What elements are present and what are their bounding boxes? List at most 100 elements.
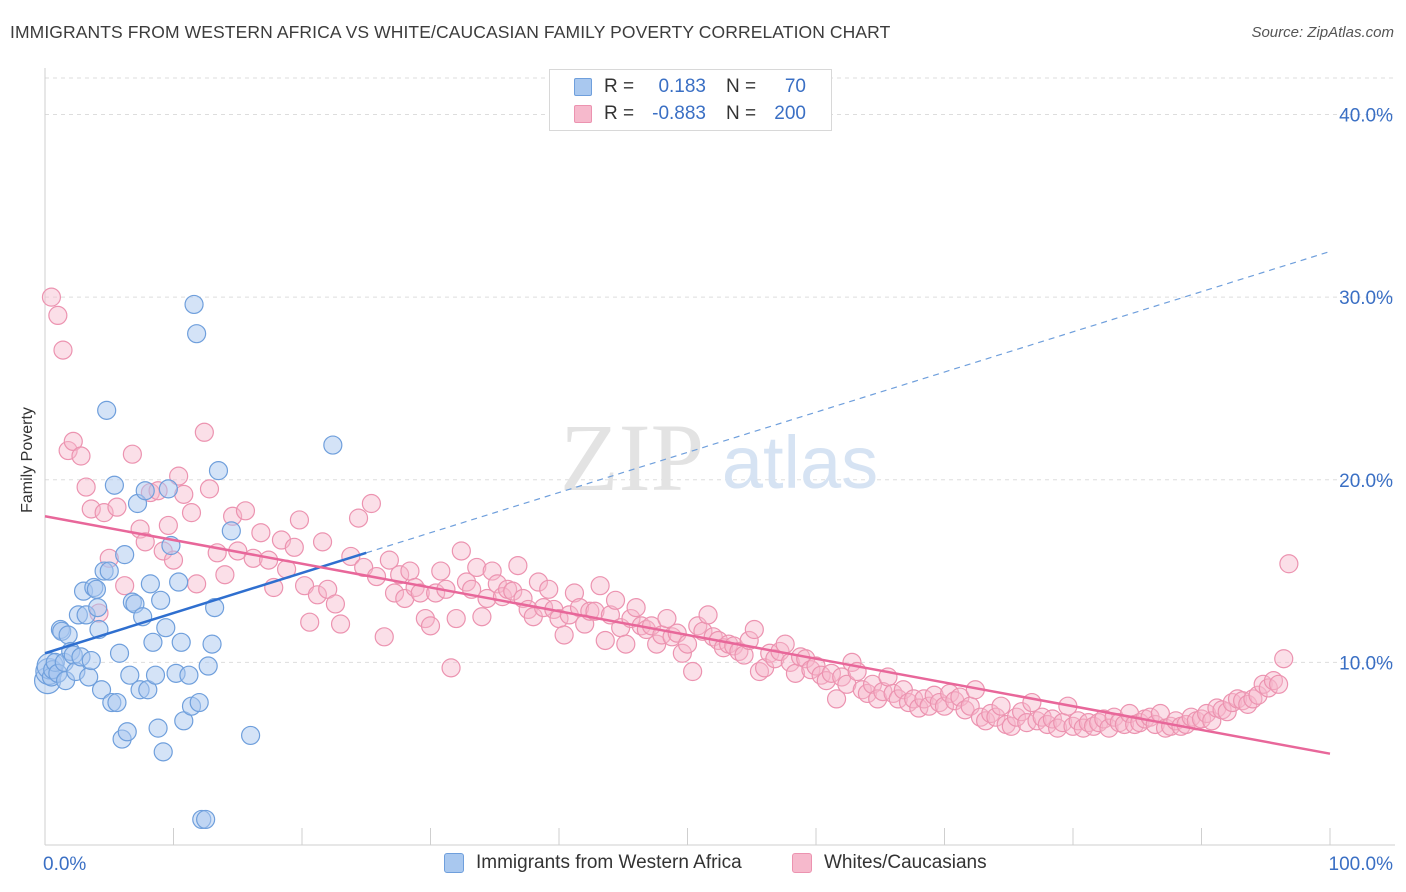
data-point-whites <box>1001 716 1021 736</box>
data-point-whites <box>605 590 626 610</box>
data-point-whites <box>284 537 304 557</box>
legend-r-value: -0.883 <box>652 103 706 124</box>
data-point-whites <box>1027 711 1047 731</box>
grid-lines <box>45 77 1395 663</box>
data-point-western-africa <box>135 481 155 501</box>
legend-n-label: N = <box>726 103 757 124</box>
trend-line-western-africa-extension <box>366 250 1331 554</box>
legend-item-whites[interactable]: Whites/Caucasians <box>792 852 987 874</box>
data-point-western-africa <box>97 400 117 420</box>
data-point-whites <box>472 607 492 627</box>
data-point-whites <box>400 561 420 581</box>
tick-labels: 10.0% 20.0% 30.0% 40.0% 0.0% 100.0% <box>43 106 1393 875</box>
data-point-western-africa <box>151 590 171 610</box>
legend-r-label: R = <box>604 103 635 124</box>
data-point-whites <box>508 555 528 576</box>
y-tick-label: 40.0% <box>1339 106 1393 127</box>
data-point-whites <box>677 634 698 654</box>
data-point-western-africa <box>143 632 163 652</box>
data-point-western-africa <box>187 324 207 344</box>
data-point-whites <box>410 583 430 603</box>
data-point-whites <box>564 583 585 603</box>
legend-label: Whites/Caucasians <box>824 852 987 873</box>
legend-label: Immigrants from Western Africa <box>476 852 742 873</box>
y-tick-label: 10.0% <box>1339 653 1393 674</box>
data-point-whites <box>1217 702 1237 722</box>
data-point-whites <box>379 550 399 570</box>
series-whites-points <box>41 287 1299 738</box>
data-point-whites <box>348 508 369 528</box>
data-point-whites <box>374 627 394 647</box>
data-point-whites <box>775 634 795 654</box>
data-point-whites <box>616 634 636 654</box>
correlation-legend: R = 0.183 N = 70 R = -0.883 N = 200 <box>549 69 832 131</box>
data-point-whites <box>1263 671 1284 691</box>
data-point-western-africa <box>86 579 107 599</box>
data-point-whites <box>991 696 1011 716</box>
data-point-whites <box>1268 674 1289 694</box>
legend-n-label: N = <box>726 76 757 97</box>
data-point-whites <box>441 658 461 678</box>
data-point-whites <box>647 634 667 654</box>
data-point-western-africa <box>241 725 261 746</box>
data-point-whites <box>71 446 91 466</box>
data-point-whites <box>539 579 559 599</box>
data-point-western-africa <box>120 665 140 685</box>
legend-n-value: 70 <box>784 76 806 97</box>
data-point-whites <box>986 707 1006 727</box>
data-point-whites <box>300 612 320 632</box>
series-legend: Immigrants from Western Africa Whites/Ca… <box>0 852 1406 878</box>
data-point-western-africa <box>115 545 135 565</box>
data-point-whites <box>821 663 842 683</box>
data-point-whites <box>528 572 549 592</box>
legend-swatch-blue <box>574 78 592 96</box>
data-point-whites <box>1042 709 1063 729</box>
data-point-whites <box>431 561 451 581</box>
data-point-whites <box>312 532 333 552</box>
data-point-whites <box>1099 718 1119 738</box>
data-point-whites <box>1078 713 1099 733</box>
data-point-western-africa <box>104 475 124 495</box>
data-point-whites <box>384 583 405 603</box>
data-point-whites <box>554 625 574 645</box>
data-point-western-africa <box>145 665 166 685</box>
data-point-whites <box>53 340 73 360</box>
data-point-western-africa <box>198 656 218 676</box>
legend-row-whites: R = -0.883 N = 200 <box>574 102 806 126</box>
data-point-whites <box>852 680 872 700</box>
data-point-whites <box>595 630 615 651</box>
data-point-whites <box>115 576 135 596</box>
legend-item-western-africa[interactable]: Immigrants from Western Africa <box>444 852 742 874</box>
data-point-whites <box>888 689 908 709</box>
data-point-whites <box>41 287 62 307</box>
legend-row-western-africa: R = 0.183 N = 70 <box>574 75 806 99</box>
data-point-whites <box>451 541 471 561</box>
data-point-western-africa <box>148 718 168 738</box>
data-point-whites <box>1248 685 1268 705</box>
legend-swatch-blue <box>444 853 464 873</box>
data-point-whites <box>898 692 919 713</box>
data-point-western-africa <box>169 572 189 592</box>
y-axis-label: Family Poverty <box>19 407 36 513</box>
data-point-western-africa <box>205 597 225 618</box>
data-point-whites <box>81 499 101 519</box>
data-point-whites <box>187 574 207 594</box>
data-point-western-africa <box>109 643 130 663</box>
y-tick-label: 20.0% <box>1339 471 1393 492</box>
y-tick-label: 30.0% <box>1339 288 1393 309</box>
data-point-western-africa <box>88 597 108 618</box>
data-point-whites <box>657 608 677 629</box>
data-point-whites <box>420 616 441 636</box>
data-point-whites <box>1253 674 1273 694</box>
data-point-whites <box>749 661 770 682</box>
data-point-western-africa <box>153 742 173 762</box>
data-point-western-africa <box>196 809 216 830</box>
data-point-western-africa <box>158 479 178 499</box>
trend-line-whites <box>44 515 1331 755</box>
watermark-atlas: atlas <box>722 421 878 504</box>
data-point-whites <box>1243 689 1263 709</box>
watermark-zip: ZIP <box>560 404 704 511</box>
data-point-whites <box>970 707 991 727</box>
data-point-whites <box>904 689 924 709</box>
